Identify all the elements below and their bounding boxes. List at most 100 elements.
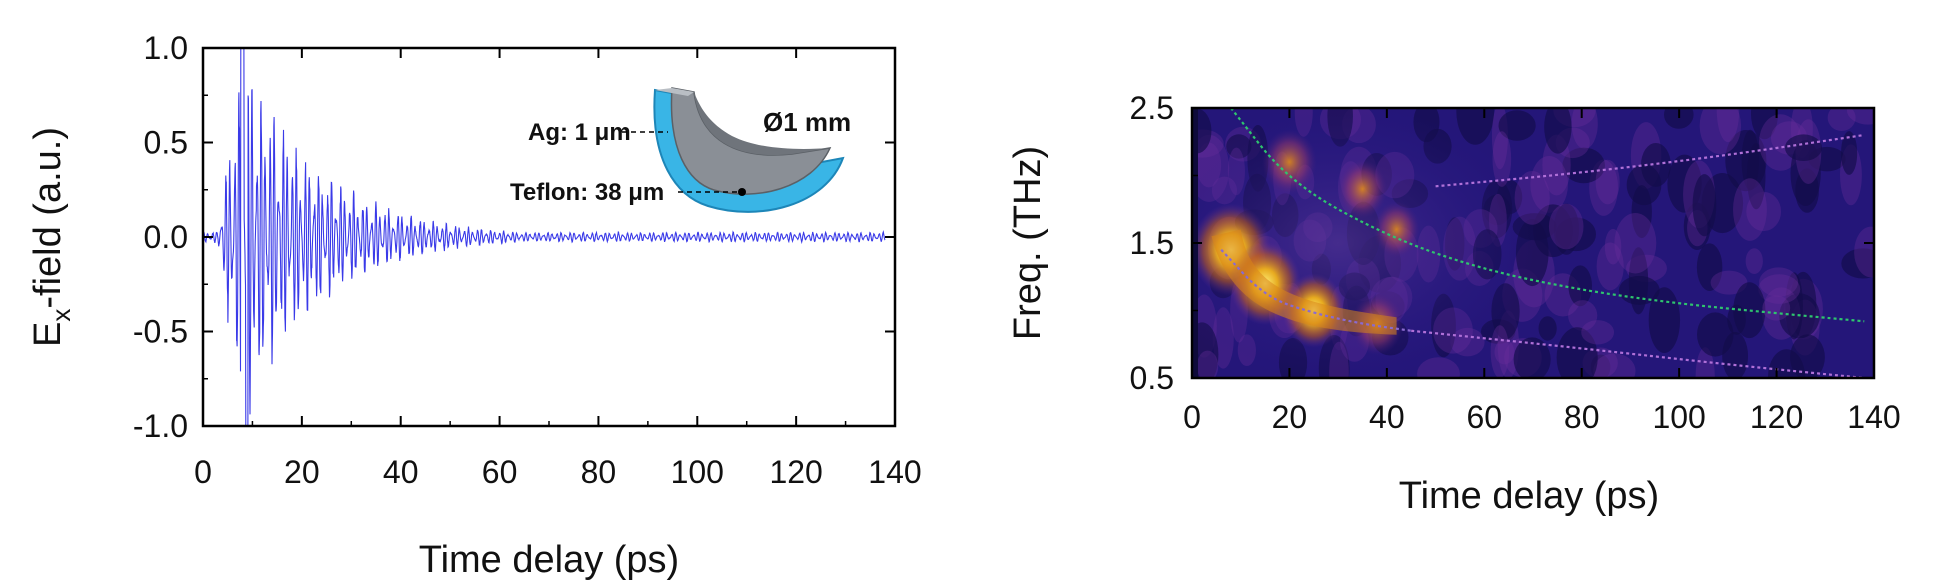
- left-y-tick-label: -1.0: [133, 408, 188, 444]
- heatmap-texture-blob: [1595, 159, 1620, 205]
- right-y-axis-label: Freq. (THz): [1007, 146, 1049, 340]
- right-x-tick-label: 120: [1750, 399, 1803, 435]
- heatmap-texture-blob: [1692, 174, 1717, 237]
- heatmap-texture-blob: [1494, 339, 1515, 365]
- left-y-tick-label: 1.0: [144, 30, 188, 66]
- dispersion-curve: [1220, 249, 1412, 332]
- right-x-tick-label: 140: [1847, 399, 1900, 435]
- heatmap-hot-spot: [1337, 159, 1388, 219]
- heatmap-texture-blob: [1746, 143, 1766, 210]
- left-x-tick-label: 0: [194, 454, 212, 490]
- heatmap-texture-blob: [1530, 156, 1568, 213]
- heatmap-texture-blob: [1759, 267, 1799, 297]
- left-y-tick-labels: 1.0 0.5 0.0 -0.5 -1.0: [133, 30, 188, 444]
- right-y-tick-label: 0.5: [1130, 360, 1174, 396]
- left-x-tick-label: 120: [769, 454, 822, 490]
- heatmap-hot-regions: [1192, 108, 1420, 378]
- y-label-main: E: [27, 322, 69, 347]
- inset-silver-label: Ag: 1 μm: [528, 119, 631, 146]
- left-x-tick-label: 40: [383, 454, 419, 490]
- heatmap-texture-blob: [1490, 325, 1510, 378]
- heatmap-texture-blob: [1758, 274, 1801, 304]
- right-x-tick-label: 0: [1183, 399, 1201, 435]
- right-x-tick-labels: 0 20 40 60 80 100 120 140: [1183, 399, 1901, 435]
- heatmap-texture-blob: [1733, 178, 1767, 241]
- inner-cavity: [694, 92, 830, 156]
- heatmap-texture-blob: [1538, 316, 1557, 341]
- inset-diameter-label: Ø1 mm: [763, 107, 851, 137]
- left-x-tick-labels: 0 20 40 60 80 100 120 140: [194, 454, 922, 490]
- heatmap-texture-blob: [1841, 248, 1874, 279]
- y-label-subscript: x: [46, 309, 76, 322]
- heatmap-texture-blob: [1854, 226, 1874, 278]
- heatmap-texture-blob: [1626, 164, 1662, 206]
- heatmap-texture-blob: [1696, 243, 1723, 291]
- heatmap-texture-blob: [1544, 108, 1572, 154]
- heatmap-texture-blob: [1762, 295, 1791, 321]
- waveform-series: [203, 48, 886, 426]
- left-x-axis-label: Time delay (ps): [419, 539, 679, 581]
- heatmap-texture-blob: [1614, 212, 1657, 274]
- y-label-rest: -field (a.u.): [27, 127, 69, 309]
- inset-teflon-label: Teflon: 38 μm: [510, 179, 664, 206]
- left-x-tick-label: 60: [482, 454, 518, 490]
- heatmap-texture-blob: [1784, 134, 1823, 162]
- right-y-tick-label: 1.5: [1130, 225, 1174, 261]
- heatmap-texture-blob: [1498, 110, 1536, 141]
- heatmap-texture-blob: [1699, 108, 1742, 155]
- dispersion-curves: [1220, 108, 1865, 378]
- heatmap-texture-blob: [1716, 108, 1740, 143]
- dispersion-curve: [1411, 329, 1865, 378]
- right-x-tick-label: 60: [1466, 399, 1502, 435]
- heatmap-texture-blob: [1745, 248, 1763, 275]
- heatmap-texture-blob: [1513, 337, 1551, 378]
- heatmap-texture-blob: [1568, 300, 1598, 331]
- right-x-tick-label: 20: [1272, 399, 1308, 435]
- right-ticks: [1191, 107, 1875, 379]
- left-x-tick-label: 140: [868, 454, 921, 490]
- heatmap-texture-blob: [1548, 203, 1584, 250]
- heatmap-texture-blob: [1581, 320, 1615, 345]
- right-x-tick-label: 80: [1564, 399, 1600, 435]
- left-x-tick-label: 20: [284, 454, 320, 490]
- left-chart: 0 20 40 60 80 100 120 140 1.0 0.5 0.0 -0.5 -1.0 Tim…: [27, 30, 922, 581]
- heatmap-texture-blob: [1841, 131, 1858, 175]
- heatmap-lower-band: [1211, 229, 1397, 335]
- heatmap-texture-blob: [1571, 108, 1598, 149]
- heatmap-texture-blob: [1710, 270, 1748, 295]
- heatmap-texture-blob: [1827, 108, 1856, 131]
- left-x-tick-label: 100: [671, 454, 724, 490]
- left-y-tick-label: 0.5: [144, 125, 188, 161]
- heatmap-texture-blob: [1750, 108, 1779, 140]
- heatmap-texture-blob: [1568, 265, 1592, 307]
- heatmap-hot-spot: [1373, 201, 1420, 258]
- heatmap-texture-blob: [1604, 228, 1622, 265]
- left-ticks: [202, 47, 896, 427]
- silver-shell-top-edge: [655, 88, 694, 96]
- left-x-tick-label: 80: [581, 454, 617, 490]
- heatmap-texture-blob: [1196, 350, 1219, 378]
- heatmap-texture-blob: [1733, 282, 1766, 339]
- heatmap-texture-blob: [1648, 287, 1681, 354]
- inset-illustration: Ø1 mm Ag: 1 μm Teflon: 38 μm: [510, 87, 851, 213]
- teflon-leader-dot: [738, 188, 746, 196]
- heatmap-texture-blob: [1696, 312, 1734, 357]
- right-y-tick-label: 2.5: [1130, 90, 1174, 126]
- heatmap-texture-blob: [1628, 247, 1649, 315]
- heatmap-texture-blob: [1846, 108, 1874, 125]
- heatmap-texture-blob: [1790, 334, 1825, 378]
- heatmap-texture-blob: [1596, 242, 1624, 291]
- right-chart: 0 20 40 60 80 100 120 140 2.5 1.5 0.5 Time delay …: [1007, 90, 1901, 517]
- heatmap-texture-blob: [1562, 147, 1605, 184]
- heatmap-texture-blob: [1593, 353, 1636, 378]
- left-y-tick-label: 0.0: [144, 219, 188, 255]
- waveform-line: [203, 48, 886, 426]
- heatmap-hot-spot: [1262, 129, 1317, 195]
- heatmap-texture-blob: [1663, 108, 1694, 129]
- right-y-tick-labels: 2.5 1.5 0.5: [1130, 90, 1174, 396]
- left-y-tick-label: -0.5: [133, 314, 188, 350]
- right-x-axis-label: Time delay (ps): [1399, 475, 1659, 517]
- left-y-axis-label: Ex-field (a.u.): [27, 127, 76, 347]
- right-x-tick-label: 40: [1369, 399, 1405, 435]
